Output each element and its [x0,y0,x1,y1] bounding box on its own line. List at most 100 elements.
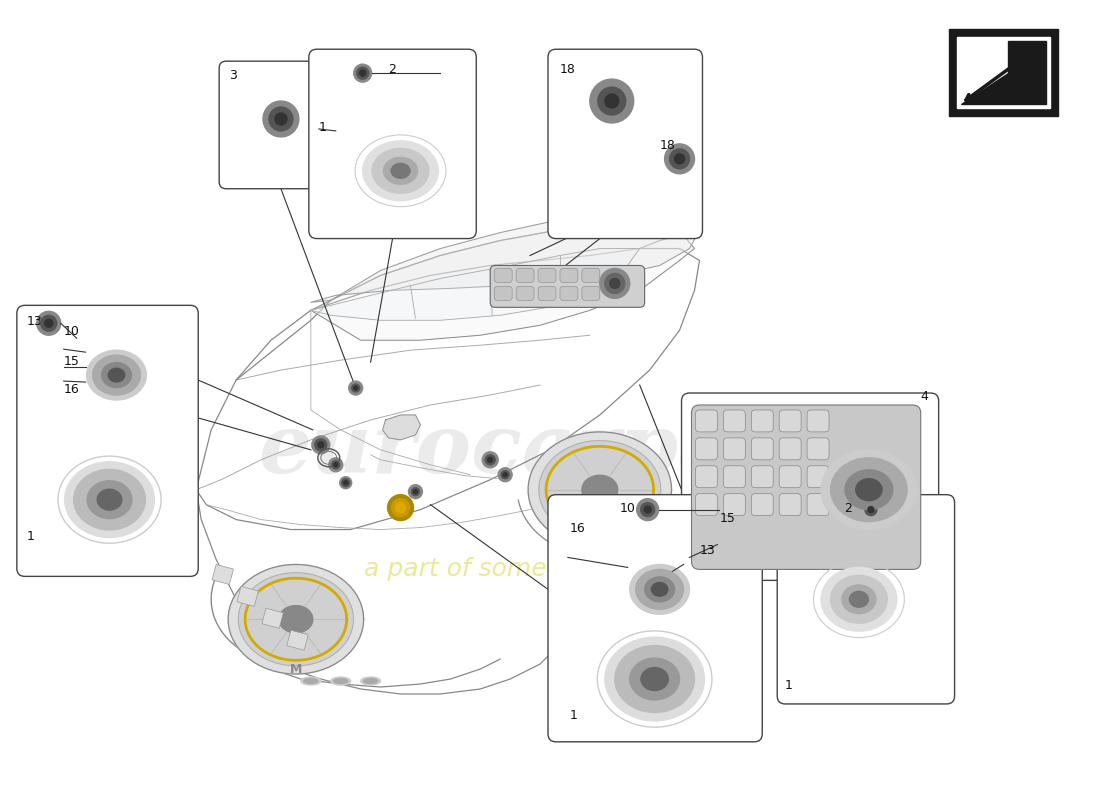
Text: 15: 15 [64,355,79,368]
Ellipse shape [629,658,680,700]
Text: 13: 13 [700,545,715,558]
FancyBboxPatch shape [695,438,717,460]
Circle shape [605,94,619,108]
FancyBboxPatch shape [807,410,829,432]
Ellipse shape [97,490,122,510]
Circle shape [318,442,323,448]
Circle shape [664,144,694,174]
Circle shape [861,500,881,519]
Circle shape [590,79,634,123]
Circle shape [396,502,406,513]
Circle shape [408,485,422,498]
Ellipse shape [830,458,908,522]
Circle shape [670,149,690,169]
Circle shape [275,113,287,125]
FancyBboxPatch shape [309,50,476,238]
FancyBboxPatch shape [807,466,829,488]
FancyBboxPatch shape [779,410,801,432]
Polygon shape [948,30,1058,116]
Polygon shape [239,573,353,666]
Text: 2: 2 [388,63,396,76]
Ellipse shape [372,148,429,194]
Circle shape [332,461,340,469]
Text: 15: 15 [719,511,735,525]
Circle shape [600,269,629,298]
Polygon shape [582,475,618,504]
Circle shape [263,101,299,137]
FancyBboxPatch shape [778,494,955,704]
Text: 10: 10 [619,502,636,514]
Text: 18: 18 [660,139,675,152]
Polygon shape [960,42,1046,104]
Circle shape [411,488,419,496]
Ellipse shape [304,678,318,683]
FancyBboxPatch shape [751,466,773,488]
Circle shape [485,455,495,465]
Circle shape [343,481,348,485]
Ellipse shape [108,368,124,382]
Ellipse shape [651,582,668,596]
FancyBboxPatch shape [695,494,717,515]
Ellipse shape [842,585,876,614]
Polygon shape [383,415,420,440]
Bar [262,608,284,628]
Ellipse shape [363,141,439,201]
Ellipse shape [87,350,146,400]
Circle shape [342,478,350,486]
Polygon shape [311,210,700,302]
Circle shape [360,70,365,76]
Ellipse shape [364,678,377,683]
Ellipse shape [361,677,381,685]
Ellipse shape [333,678,348,683]
Circle shape [487,458,493,462]
Bar [236,586,258,606]
Text: 1: 1 [784,679,792,692]
Ellipse shape [392,163,410,178]
Bar [212,565,233,585]
Text: 3: 3 [229,69,236,82]
Polygon shape [311,226,694,340]
Ellipse shape [92,355,141,395]
Ellipse shape [384,158,418,184]
FancyBboxPatch shape [548,50,703,238]
Circle shape [45,319,53,327]
Circle shape [41,315,57,331]
Circle shape [645,506,651,513]
Polygon shape [311,249,640,320]
Circle shape [311,436,330,454]
Text: 16: 16 [570,522,585,534]
Text: 18: 18 [560,63,575,76]
Circle shape [354,64,372,82]
FancyBboxPatch shape [494,286,513,300]
Circle shape [637,498,659,521]
Circle shape [597,87,626,115]
Text: eurocarparts: eurocarparts [258,410,861,490]
Ellipse shape [74,470,145,530]
Ellipse shape [331,677,351,685]
Ellipse shape [615,646,694,713]
Text: 13: 13 [26,315,43,328]
Ellipse shape [641,667,669,690]
Circle shape [498,468,513,482]
Text: 1: 1 [26,530,35,542]
FancyBboxPatch shape [16,306,198,576]
Circle shape [354,386,358,390]
Ellipse shape [830,575,888,623]
Circle shape [349,381,363,395]
FancyBboxPatch shape [692,405,921,570]
Circle shape [329,458,343,472]
Circle shape [482,452,498,468]
Ellipse shape [856,478,882,501]
Circle shape [356,67,369,79]
FancyBboxPatch shape [751,438,773,460]
Circle shape [609,278,619,288]
Polygon shape [228,565,364,674]
Circle shape [502,470,509,478]
FancyBboxPatch shape [516,286,535,300]
FancyBboxPatch shape [560,286,578,300]
Ellipse shape [821,450,916,530]
FancyBboxPatch shape [724,466,746,488]
FancyBboxPatch shape [491,266,645,307]
Text: 2: 2 [844,502,851,514]
Ellipse shape [629,565,690,614]
